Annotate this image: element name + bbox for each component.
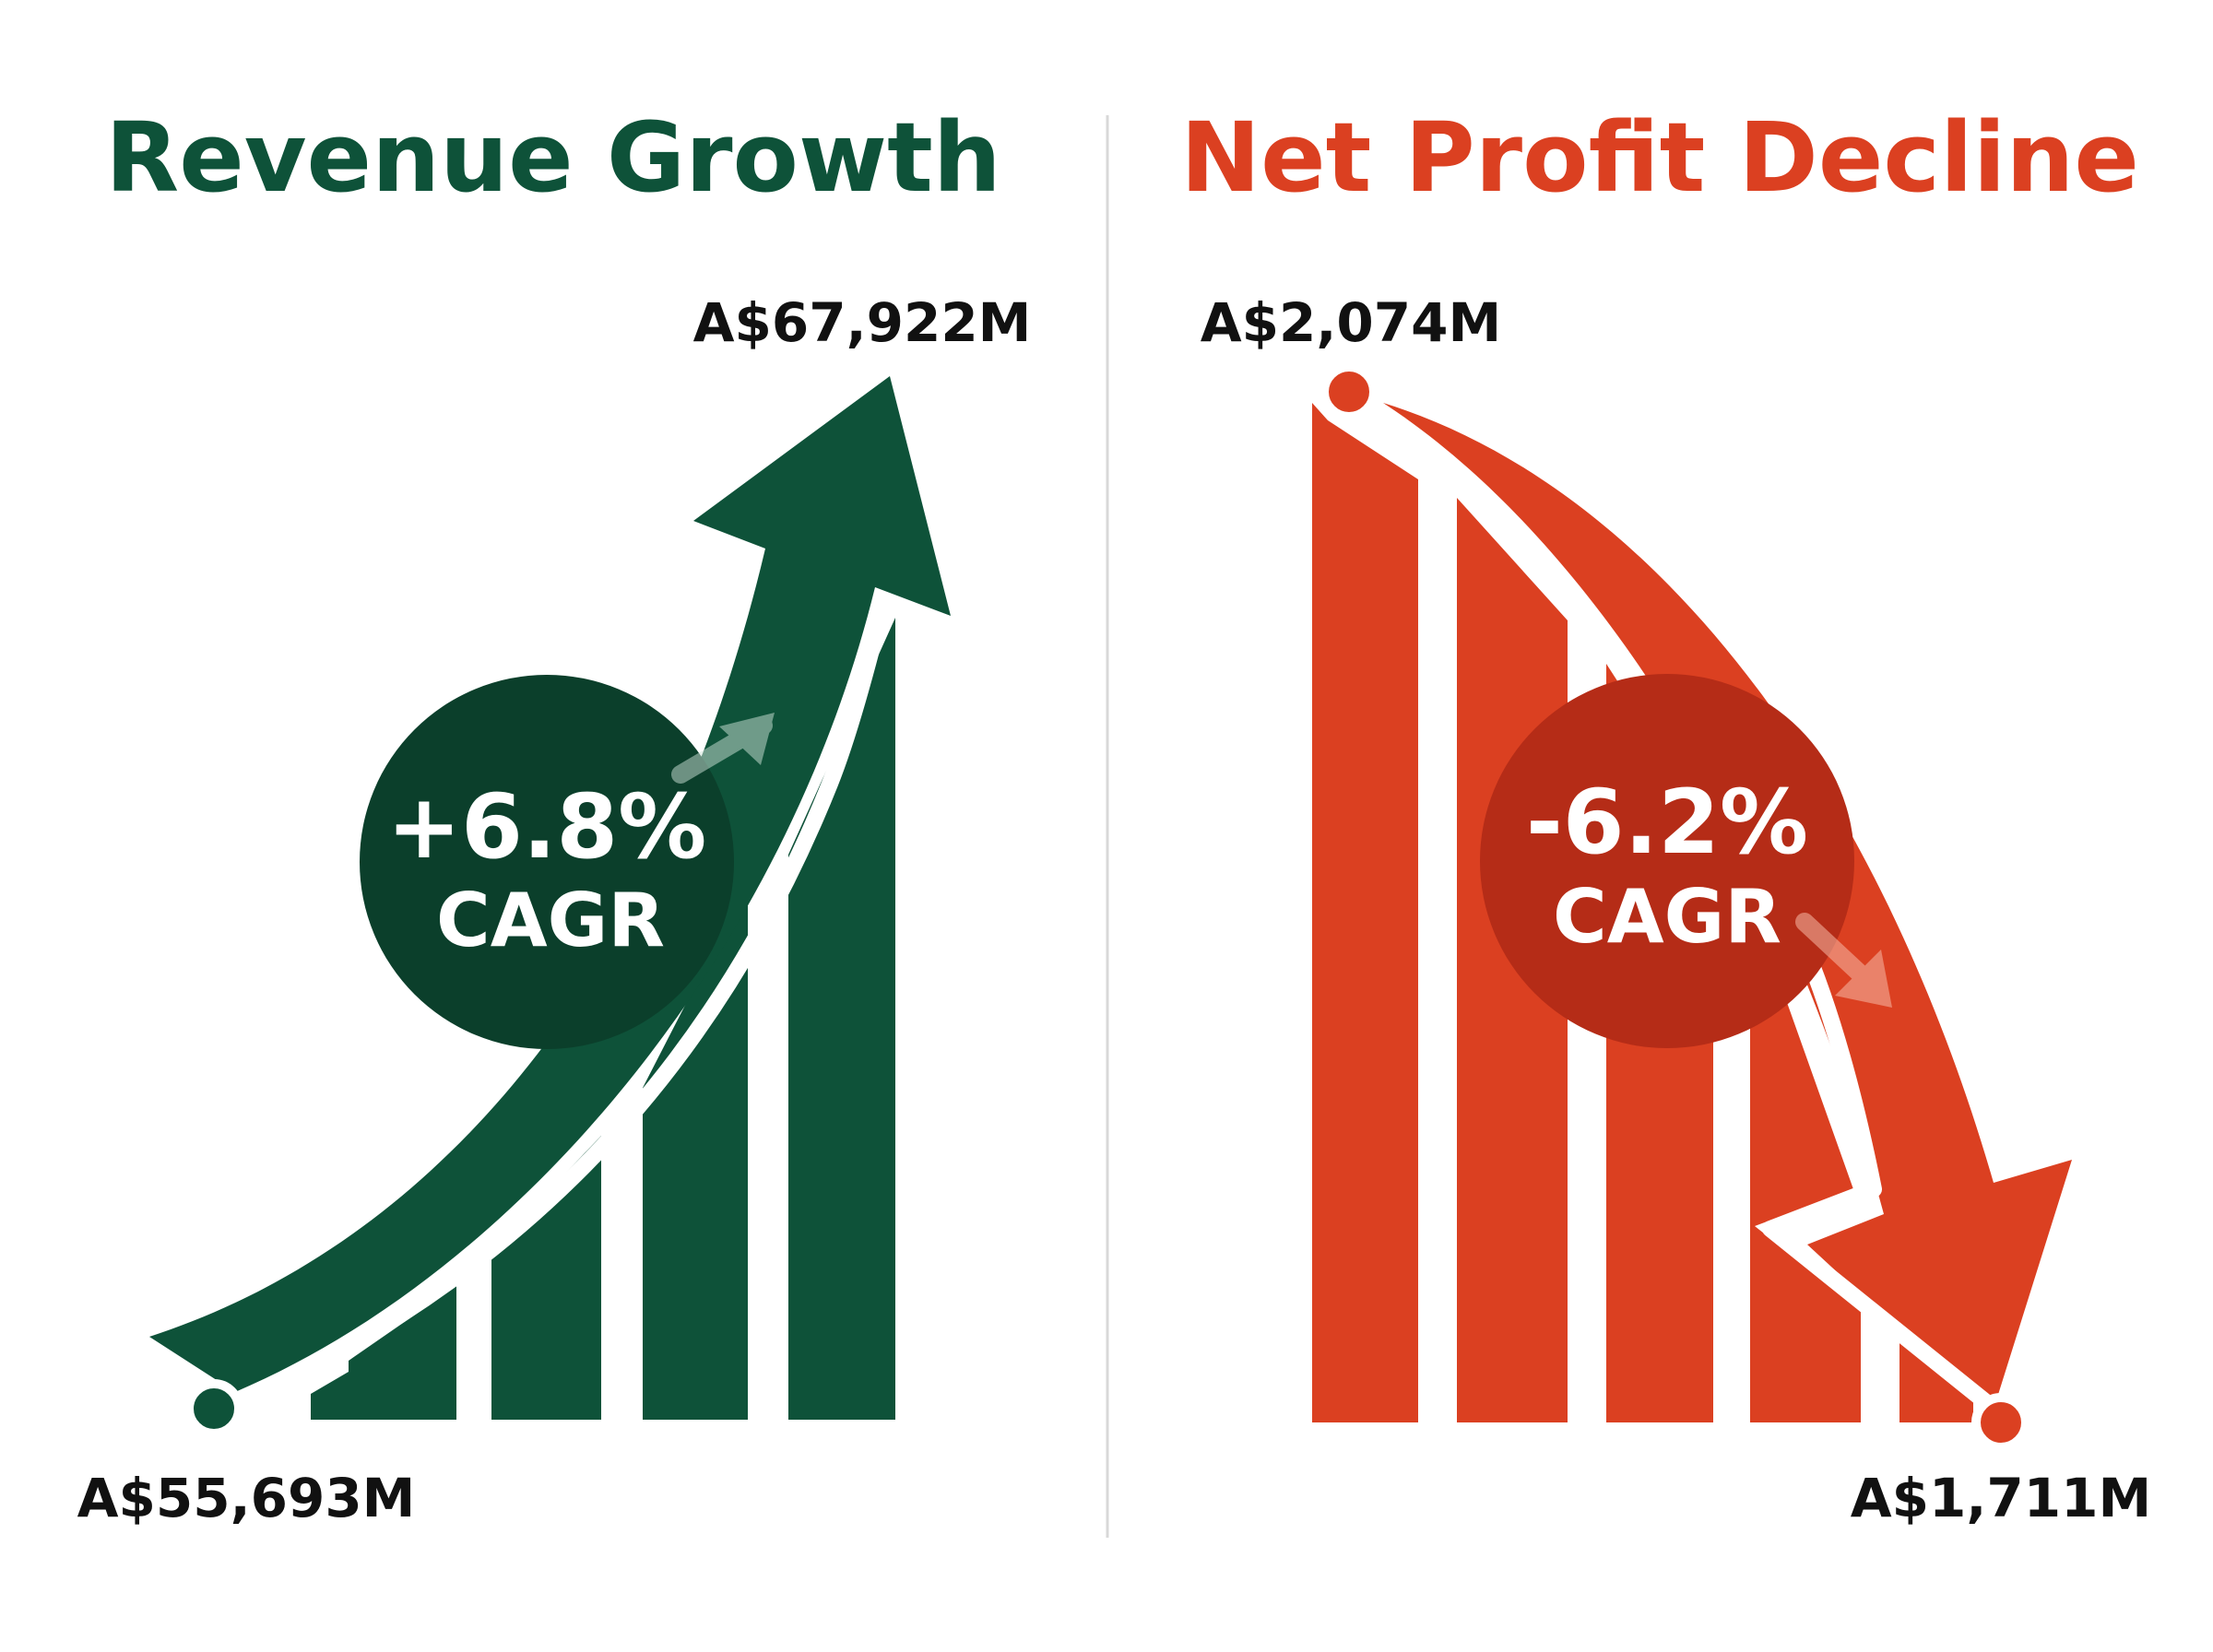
revenue-title: Revenue Growth xyxy=(105,101,1001,214)
revenue-bar-4 xyxy=(643,883,748,1420)
profit-bar-5 xyxy=(1899,1341,1973,1422)
profit-bar-4 xyxy=(1750,899,1861,1422)
profit-start-marker xyxy=(1320,362,1379,421)
profit-decline-arrow xyxy=(1383,403,2072,1415)
revenue-start-value: A$55,693M xyxy=(77,1467,416,1529)
down-trend-arrow-icon xyxy=(1795,913,1892,1008)
revenue-trend-line xyxy=(206,642,880,1422)
revenue-panel: Revenue Growth +6.8% CAGR A$67,922M A$55… xyxy=(77,101,1032,1529)
profit-title: Net Profit Decline xyxy=(1180,101,2139,214)
profit-panel: Net Profit Decline -6.2% CAGR A$2,074M A… xyxy=(1180,101,2151,1529)
revenue-cagr-label: CAGR xyxy=(436,878,665,963)
profit-end-value: A$1,711M xyxy=(1851,1467,2151,1529)
profit-end-marker xyxy=(1971,1393,2030,1452)
up-trend-arrow-icon xyxy=(671,713,775,784)
profit-bar-1 xyxy=(1312,403,1418,1422)
revenue-bar-2 xyxy=(349,1286,456,1420)
profit-cagr-label: CAGR xyxy=(1553,874,1781,960)
profit-start-value: A$2,074M xyxy=(1201,291,1501,354)
revenue-bar-3 xyxy=(491,1136,601,1420)
revenue-end-value: A$67,922M xyxy=(693,291,1032,354)
profit-cagr-value: -6.2% xyxy=(1526,771,1808,874)
revenue-cagr-value: +6.8% xyxy=(387,775,707,879)
revenue-growth-arrow xyxy=(149,376,951,1392)
revenue-start-marker xyxy=(184,1379,243,1438)
revenue-cagr-badge xyxy=(360,675,734,1049)
profit-cagr-badge xyxy=(1480,674,1854,1048)
revenue-bar-1 xyxy=(311,1372,349,1420)
